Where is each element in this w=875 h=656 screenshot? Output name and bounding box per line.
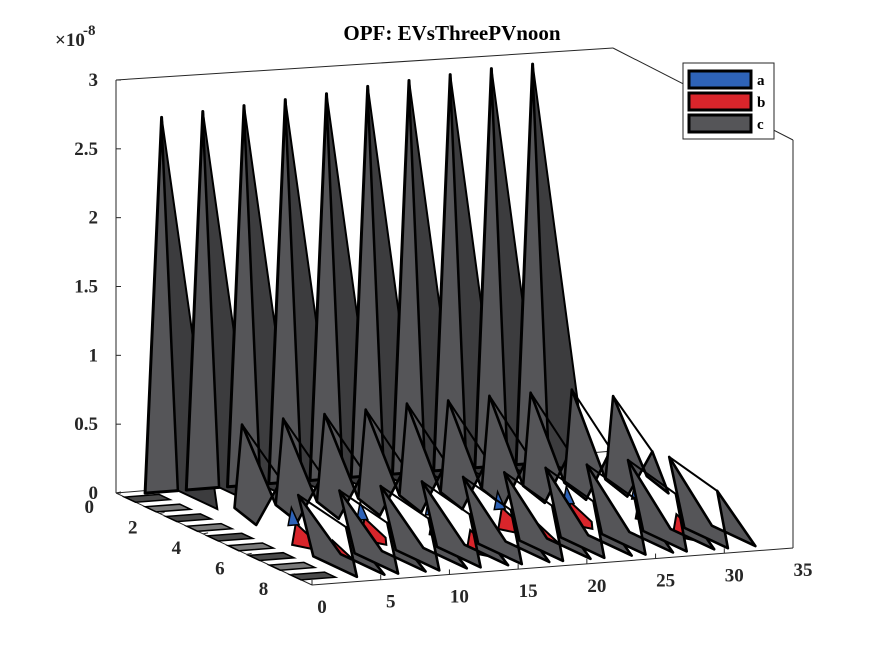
series-c-front-spike-edge — [297, 494, 347, 529]
legend-label-c: c — [757, 117, 764, 133]
exponent-multiplier: ×10 — [55, 30, 85, 51]
y-tick — [290, 573, 296, 576]
floor-strip — [204, 532, 256, 542]
series-c-mid-ridge-edge — [241, 423, 283, 481]
series-c-front-spike-edge — [380, 485, 430, 520]
x-tick-label: 15 — [519, 581, 538, 602]
floor-strip — [266, 561, 318, 571]
x-tick-label: 30 — [725, 565, 744, 586]
floor-strip — [287, 571, 339, 581]
legend-swatch-a — [687, 69, 753, 90]
x-tick-label: 25 — [656, 571, 675, 592]
x-tick-label: 20 — [587, 576, 606, 597]
y-tick-label: 8 — [259, 579, 269, 600]
series-c-front-spike-edge — [627, 459, 677, 495]
series-c-mid-ridge-edge — [529, 392, 571, 454]
z-tick-label: 1.5 — [74, 277, 98, 298]
y-tick-label: 2 — [128, 517, 138, 538]
series-c-mid-ridge-edge — [570, 388, 612, 450]
x-tick-label: 0 — [317, 597, 327, 618]
series-c-mid-ridge-edge — [488, 395, 530, 457]
floor-strip — [183, 522, 235, 533]
series-c-front-spike-edge — [586, 463, 636, 500]
y-tick — [246, 552, 252, 555]
z-tick-label: 0 — [89, 483, 99, 504]
legend: abc — [682, 62, 775, 140]
z-tick-label: 1 — [89, 345, 99, 366]
z-tick-label: 0.5 — [74, 414, 98, 435]
y-tick-label: 0 — [85, 497, 95, 518]
y-tick — [115, 491, 122, 494]
z-tick-label: 3 — [89, 70, 99, 91]
x-tick-label: 10 — [450, 586, 469, 607]
series-c-front-spike-edge — [421, 480, 471, 516]
back-top-edge — [115, 47, 614, 81]
legend-swatch-b — [687, 91, 753, 112]
surface-plot — [121, 62, 757, 581]
series-a-tent — [287, 504, 301, 527]
z-tick-label: 2 — [89, 208, 99, 229]
series-c-front-spike-edge — [503, 471, 553, 507]
series-c-front-spike-edge — [668, 456, 718, 492]
series-c-mid-ridge-edge — [612, 395, 654, 453]
series-c-mid-ridge-edge — [323, 413, 365, 473]
series-c-mid-ridge-edge — [282, 418, 324, 476]
floor-strip — [225, 542, 277, 552]
legend-label-b: b — [757, 95, 765, 111]
y-tick-label: 6 — [215, 558, 225, 579]
y-tick — [159, 511, 165, 514]
series-c-mid-ridge-edge — [364, 408, 406, 469]
z-tick-label: 2.5 — [74, 139, 98, 160]
series-c-front-spike-edge — [545, 466, 595, 503]
series-a-tent — [355, 499, 369, 522]
floor-strip — [121, 493, 173, 503]
legend-swatch-c — [687, 113, 753, 134]
legend-label-a: a — [757, 73, 765, 89]
x-axis-line — [311, 547, 794, 586]
y-tick-label: 4 — [172, 538, 182, 559]
floor-strip — [163, 513, 215, 523]
series-c-front-spike-edge — [462, 476, 512, 511]
series-c-mid-ridge-edge — [406, 403, 447, 464]
series-c-front-spike-edge — [338, 489, 388, 524]
series-c-mid-ridge-edge — [447, 399, 489, 461]
chart-title: OPF: EVsThreePVnoon — [343, 21, 561, 45]
x-tick-label: 5 — [386, 592, 396, 613]
x-tick-label: 35 — [794, 560, 813, 581]
floor-strip — [245, 551, 297, 562]
exponent-value: -8 — [83, 23, 96, 39]
y-tick — [203, 532, 209, 535]
floor-strip — [142, 503, 194, 513]
